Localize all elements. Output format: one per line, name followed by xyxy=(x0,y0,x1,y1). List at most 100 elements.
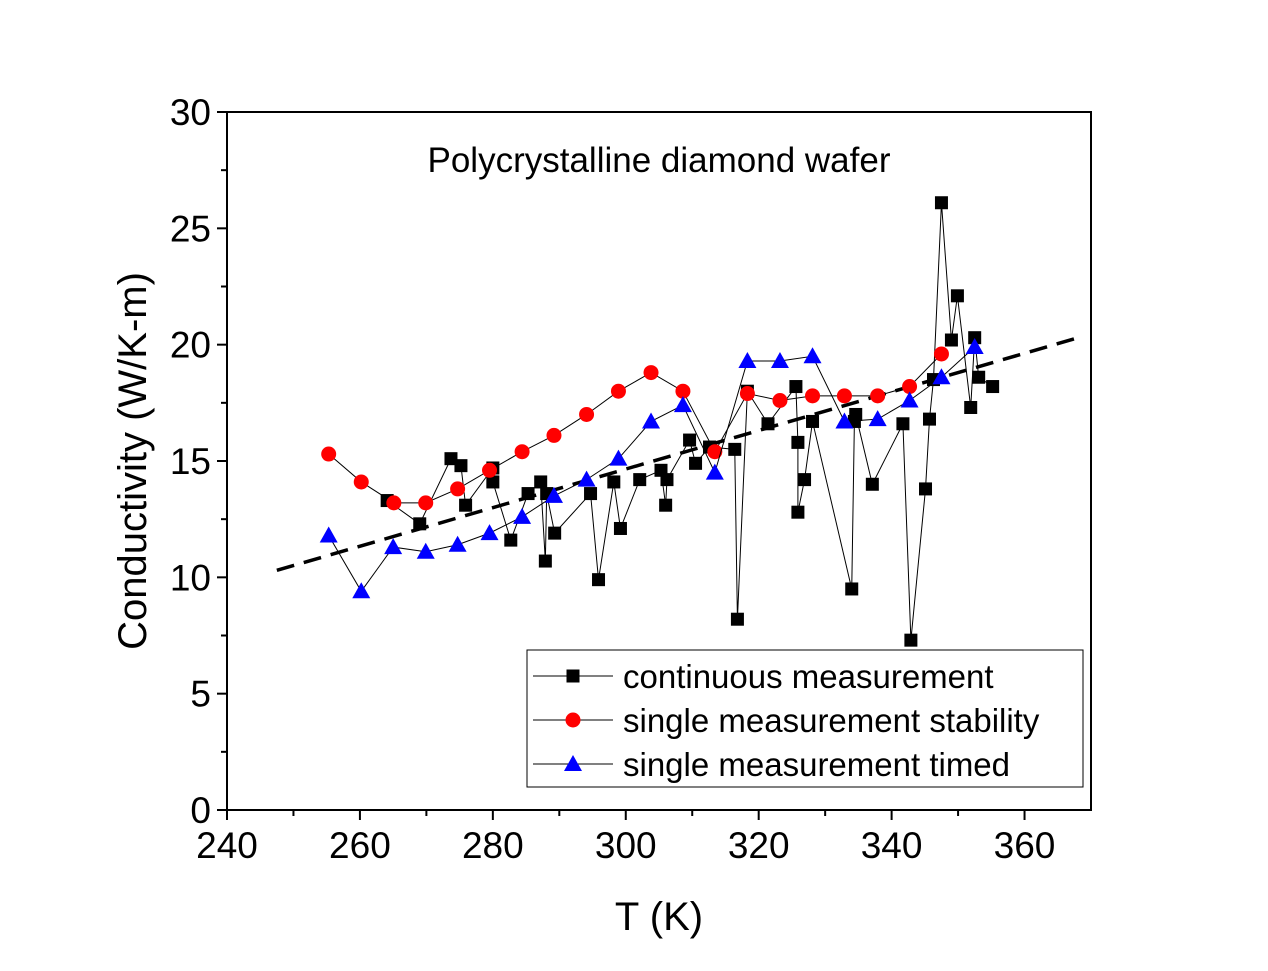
legend-marker-circle xyxy=(565,712,581,728)
data-point xyxy=(607,475,621,489)
legend-box xyxy=(526,649,1084,788)
data-point xyxy=(965,337,984,354)
data-point xyxy=(803,347,822,364)
data-point xyxy=(504,533,518,547)
data-point xyxy=(738,351,757,368)
data-point xyxy=(319,526,338,543)
x-tick-label: 360 xyxy=(994,825,1056,866)
series-square xyxy=(380,196,1000,647)
data-point xyxy=(386,495,402,511)
data-point xyxy=(459,498,473,512)
y-tick-label: 10 xyxy=(170,557,211,598)
data-point xyxy=(934,196,948,210)
legend-label: continuous measurement xyxy=(623,658,994,695)
data-point xyxy=(805,388,821,404)
legend-marker-triangle xyxy=(564,755,582,771)
data-point xyxy=(705,463,724,480)
data-point xyxy=(968,331,982,345)
x-tick-label: 340 xyxy=(861,825,923,866)
data-point xyxy=(544,486,563,503)
data-point xyxy=(986,380,1000,394)
y-tick-label: 15 xyxy=(170,441,211,482)
data-point xyxy=(352,582,371,599)
data-point xyxy=(486,475,500,489)
data-point xyxy=(675,383,691,399)
data-point xyxy=(791,505,805,519)
data-point xyxy=(730,612,744,626)
fit-line-layer xyxy=(276,336,1079,573)
data-point xyxy=(613,521,627,535)
x-axis-label: T (K) xyxy=(615,895,703,939)
data-point xyxy=(673,396,692,413)
legend-label: single measurement timed xyxy=(623,746,1010,783)
data-point xyxy=(772,393,788,409)
data-point xyxy=(521,487,535,501)
data-point xyxy=(633,473,647,487)
data-point xyxy=(321,446,337,462)
data-point xyxy=(480,524,499,541)
data-point xyxy=(448,535,467,552)
y-axis-label: Conductivity (W/K-m) xyxy=(111,272,155,650)
data-point xyxy=(896,417,910,431)
data-point xyxy=(444,452,458,466)
data-point xyxy=(592,573,606,587)
data-point xyxy=(413,517,427,531)
x-tick-label: 260 xyxy=(329,825,391,866)
data-point xyxy=(739,386,755,402)
data-point xyxy=(791,435,805,449)
x-tick-label: 240 xyxy=(196,825,258,866)
data-point xyxy=(454,459,468,473)
y-tick-label: 20 xyxy=(170,325,211,366)
data-point xyxy=(577,470,596,487)
data-point xyxy=(770,351,789,368)
data-point xyxy=(683,433,697,447)
data-point xyxy=(707,444,723,460)
x-tick-label: 280 xyxy=(462,825,524,866)
data-point xyxy=(932,368,951,385)
data-point xyxy=(353,474,369,490)
data-point xyxy=(922,412,936,426)
data-point xyxy=(538,554,552,568)
data-point xyxy=(660,473,674,487)
data-point xyxy=(416,542,435,559)
data-point xyxy=(534,475,548,489)
data-point xyxy=(900,391,919,408)
data-point xyxy=(933,346,949,362)
data-point xyxy=(964,400,978,414)
legend-marker-square xyxy=(566,669,580,683)
data-point xyxy=(482,462,498,478)
y-tick-label: 25 xyxy=(170,208,211,249)
data-point xyxy=(642,412,661,429)
data-point xyxy=(584,487,598,501)
data-point xyxy=(579,406,595,422)
data-point xyxy=(865,477,879,491)
data-point xyxy=(835,412,854,429)
axis-ticks: 240 260 280 300 320 340 360 0 5 10 15 20 25 30 xyxy=(170,92,1056,866)
data-point xyxy=(919,482,933,496)
data-point xyxy=(384,538,403,555)
data-point xyxy=(944,333,958,347)
data-point xyxy=(546,427,562,443)
data-point xyxy=(836,388,852,404)
legend: continuous measurement single measurement… xyxy=(526,649,1084,788)
data-point xyxy=(950,289,964,303)
data-point xyxy=(845,582,859,596)
data-point xyxy=(806,414,820,428)
chart-title: Polycrystalline diamond wafer xyxy=(428,141,891,180)
data-point xyxy=(789,380,803,394)
data-point xyxy=(902,379,918,395)
data-point xyxy=(904,633,918,647)
data-point xyxy=(610,383,626,399)
x-tick-label: 300 xyxy=(595,825,657,866)
data-point xyxy=(643,365,659,381)
data-point xyxy=(868,410,887,427)
data-point xyxy=(761,417,775,431)
y-tick-label: 30 xyxy=(170,92,211,133)
y-tick-label: 5 xyxy=(190,674,211,715)
data-point xyxy=(728,442,742,456)
data-point xyxy=(513,507,532,524)
series-triangle xyxy=(319,337,984,599)
data-point xyxy=(609,449,628,466)
data-point xyxy=(514,444,530,460)
